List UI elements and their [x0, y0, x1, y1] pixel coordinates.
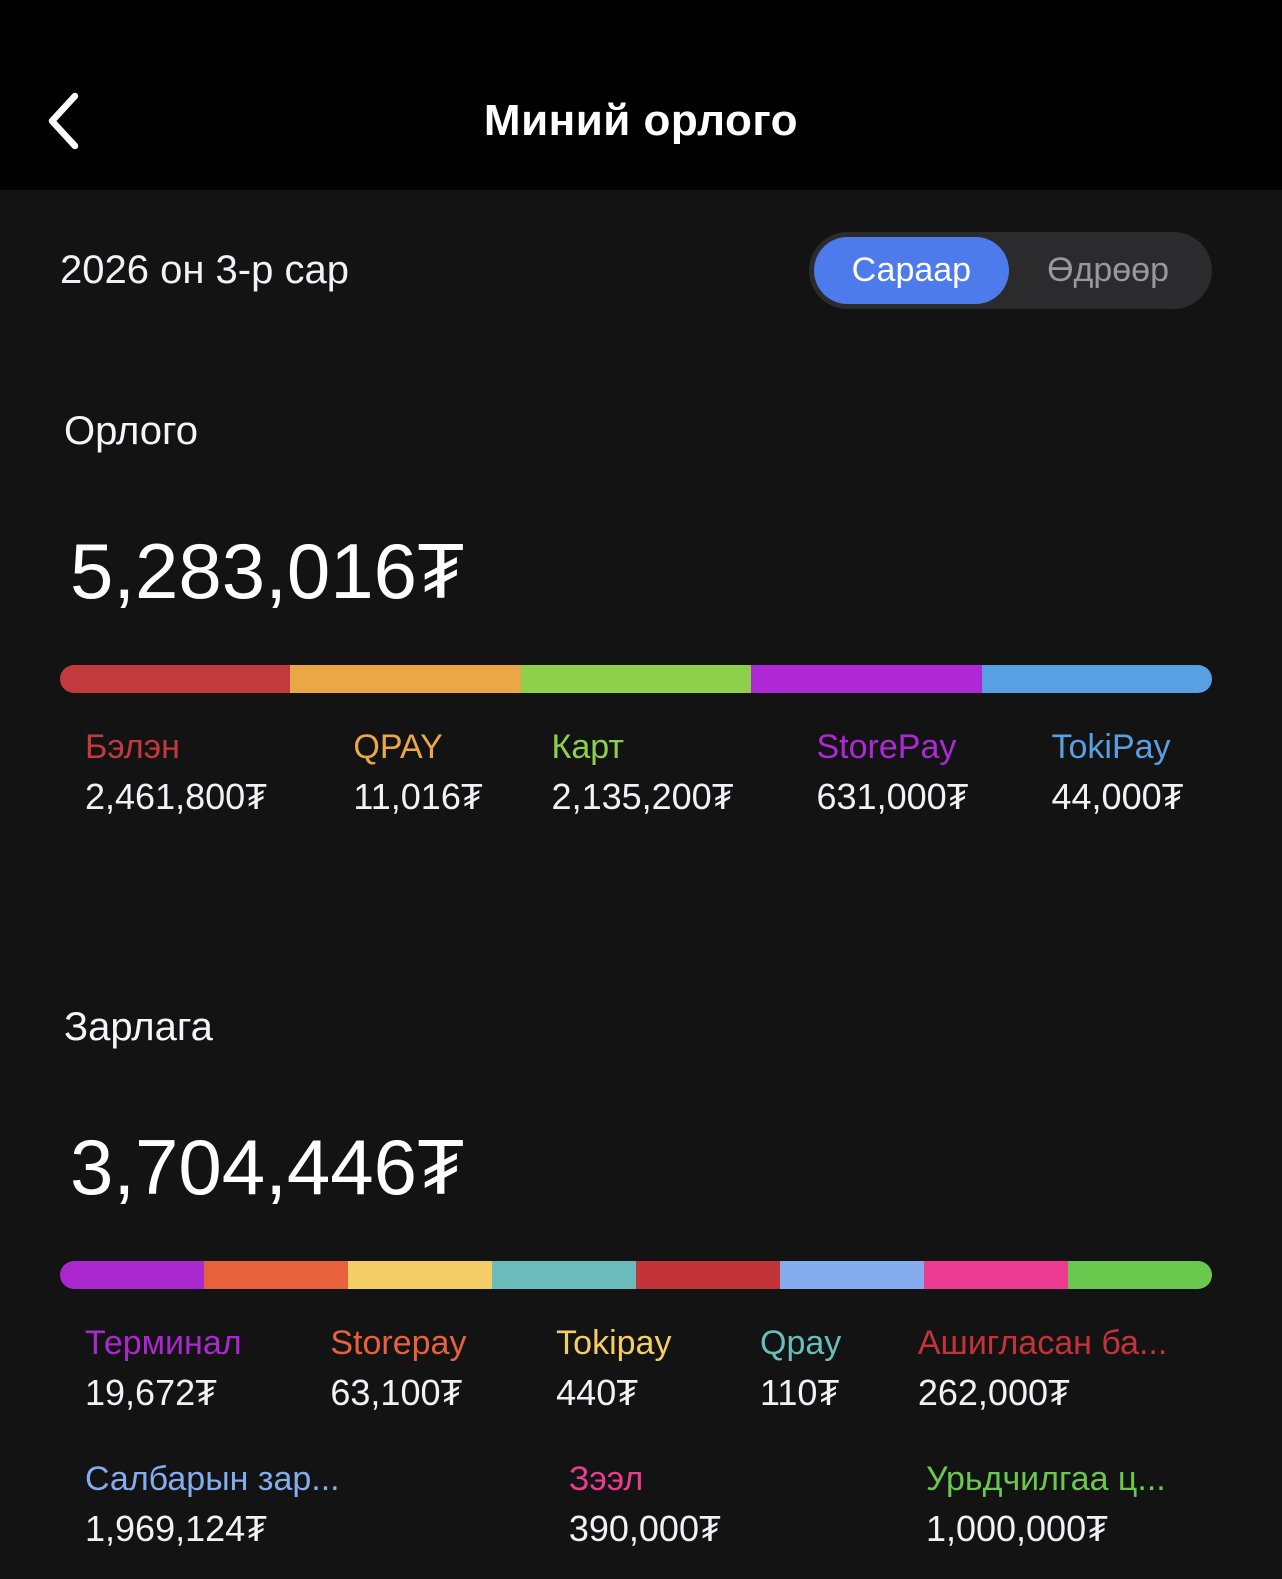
main-content: 2026 он 3-р сар Сараар Өдрөөр Орлого 5,2…	[0, 232, 1282, 1549]
expense-legend-row-1: Терминал 19,672₮ Storepay 63,100₮ Tokipay 440…	[60, 1323, 1212, 1413]
legend-label: Зээл	[568, 1460, 644, 1498]
legend-label: StorePay	[816, 728, 957, 766]
legend-item: Карт 2,135,200₮	[527, 727, 792, 817]
legend-value: 63,100₮	[330, 1372, 463, 1413]
expense-legend-row-2: Салбарын зар... 1,969,124₮ Зээл 390,000₮ Урь…	[60, 1459, 1212, 1549]
legend-item: Qpay 110₮	[735, 1323, 893, 1413]
legend-value: 2,135,200₮	[551, 776, 734, 817]
legend-item: Зээл 390,000₮	[544, 1459, 901, 1549]
bar-segment	[60, 1261, 204, 1289]
legend-item: Storepay 63,100₮	[305, 1323, 531, 1413]
income-bar	[60, 665, 1212, 693]
legend-item: Ашигласан ба... 262,000₮	[893, 1323, 1212, 1413]
period-row: 2026 он 3-р сар Сараар Өдрөөр	[60, 232, 1212, 309]
legend-value: 1,000,000₮	[925, 1508, 1109, 1549]
back-button[interactable]	[46, 88, 106, 154]
legend-label: Qpay	[760, 1324, 842, 1362]
bar-segment	[924, 1261, 1068, 1289]
legend-item: Tokipay 440₮	[531, 1323, 735, 1413]
income-section-title: Орлого	[64, 409, 198, 453]
expense-section-title: Зарлага	[64, 1005, 213, 1049]
legend-value: 390,000₮	[568, 1508, 721, 1549]
legend-item: StorePay 631,000₮	[792, 727, 1027, 817]
legend-item: Бэлэн 2,461,800₮	[60, 727, 328, 817]
chevron-left-icon	[46, 92, 80, 150]
legend-label: Tokipay	[556, 1324, 672, 1362]
bar-segment	[290, 665, 521, 693]
page-title: Миний орлого	[483, 96, 799, 145]
legend-value: 2,461,800₮	[85, 776, 268, 817]
legend-label: Урьдчилгаа ц...	[925, 1460, 1166, 1498]
income-total: 5,283,016₮	[70, 527, 465, 615]
bar-segment	[348, 1261, 492, 1289]
legend-value: 44,000₮	[1051, 776, 1184, 817]
legend-item: TokiPay 44,000₮	[1027, 727, 1213, 817]
bar-segment	[636, 1261, 780, 1289]
bar-segment	[520, 665, 752, 693]
bar-segment	[751, 665, 982, 693]
period-toggle: Сараар Өдрөөр	[808, 232, 1212, 309]
legend-item: Салбарын зар... 1,969,124₮	[60, 1459, 544, 1549]
expense-bar	[60, 1261, 1212, 1289]
period-label: 2026 он 3-р сар	[60, 248, 349, 292]
expense-total: 3,704,446₮	[70, 1123, 465, 1211]
legend-value: 19,672₮	[85, 1372, 218, 1413]
legend-value: 440₮	[556, 1372, 639, 1413]
legend-label: QPAY	[353, 728, 443, 766]
app-header: Миний орлого	[0, 0, 1282, 190]
income-legend: Бэлэн 2,461,800₮ QPAY 11,016₮ Карт 2,135,200₮…	[60, 727, 1212, 817]
legend-item: Терминал 19,672₮	[60, 1323, 305, 1413]
toggle-monthly[interactable]: Сараар	[813, 237, 1010, 304]
toggle-daily[interactable]: Өдрөөр	[1009, 237, 1207, 304]
bar-segment	[492, 1261, 636, 1289]
legend-label: Салбарын зар...	[85, 1460, 340, 1498]
bar-segment	[981, 665, 1212, 693]
bar-segment	[60, 665, 291, 693]
legend-value: 631,000₮	[816, 776, 969, 817]
legend-item: QPAY 11,016₮	[328, 727, 526, 817]
legend-label: Бэлэн	[85, 728, 180, 766]
legend-value: 11,016₮	[353, 776, 483, 817]
legend-label: TokiPay	[1051, 728, 1171, 766]
legend-value: 262,000₮	[917, 1372, 1070, 1413]
legend-value: 110₮	[760, 1372, 840, 1413]
bar-segment	[204, 1261, 348, 1289]
legend-item: Урьдчилгаа ц... 1,000,000₮	[901, 1459, 1212, 1549]
legend-value: 1,969,124₮	[85, 1508, 268, 1549]
legend-label: Терминал	[85, 1324, 242, 1362]
bar-segment	[780, 1261, 924, 1289]
legend-label: Ашигласан ба...	[917, 1324, 1168, 1362]
legend-label: Storepay	[330, 1324, 467, 1362]
bar-segment	[1068, 1261, 1212, 1289]
legend-label: Карт	[551, 728, 624, 766]
